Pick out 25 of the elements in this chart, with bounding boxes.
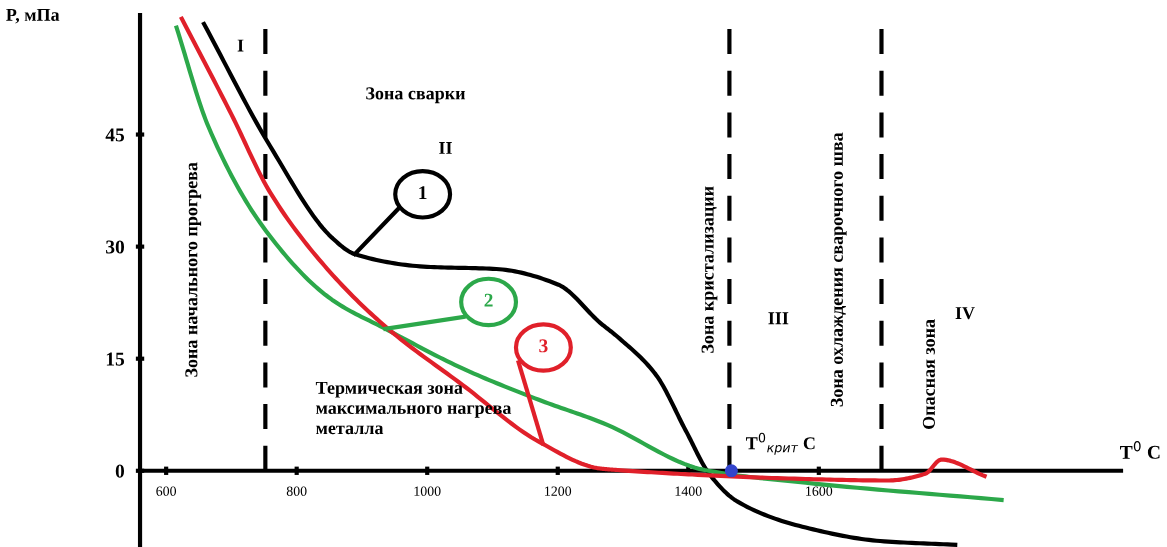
text: 3 xyxy=(539,339,548,353)
x-tick-label: 1200 xyxy=(545,486,572,496)
y-tick-label: 30 xyxy=(106,240,125,254)
y-tick-label: 45 xyxy=(105,128,125,142)
annotation: Зона начального прогрева xyxy=(185,162,202,377)
annotation: Зона охлаждения сварочного шва xyxy=(830,132,847,407)
x-tick-label: 1000 xyxy=(414,486,441,496)
x-tick-label: 600 xyxy=(156,486,177,496)
text: 2 xyxy=(484,293,493,307)
annotation: II xyxy=(439,142,452,154)
annotation: I xyxy=(237,39,244,52)
annotation: Зона кристализации xyxy=(701,186,718,353)
annotation: Опасная зона xyxy=(922,319,935,429)
x-tick-label: 800 xyxy=(286,486,307,496)
annotation: IV xyxy=(955,307,975,320)
x-axis-title: T$^{0}$ C xyxy=(1120,441,1160,459)
y-tick-label: 15 xyxy=(106,352,125,366)
y-axis-title: P, мПа xyxy=(6,8,60,24)
x-tick-label: 1600 xyxy=(806,486,833,496)
x-tick-label: 1400 xyxy=(675,486,702,496)
annotation: T$^{0}$$_{крит}$ C xyxy=(746,432,815,455)
annotation: Зона сварки xyxy=(366,87,466,104)
y-tick-label: 0 xyxy=(115,464,125,478)
text: 1 xyxy=(419,186,427,199)
annotation: III xyxy=(768,312,789,325)
